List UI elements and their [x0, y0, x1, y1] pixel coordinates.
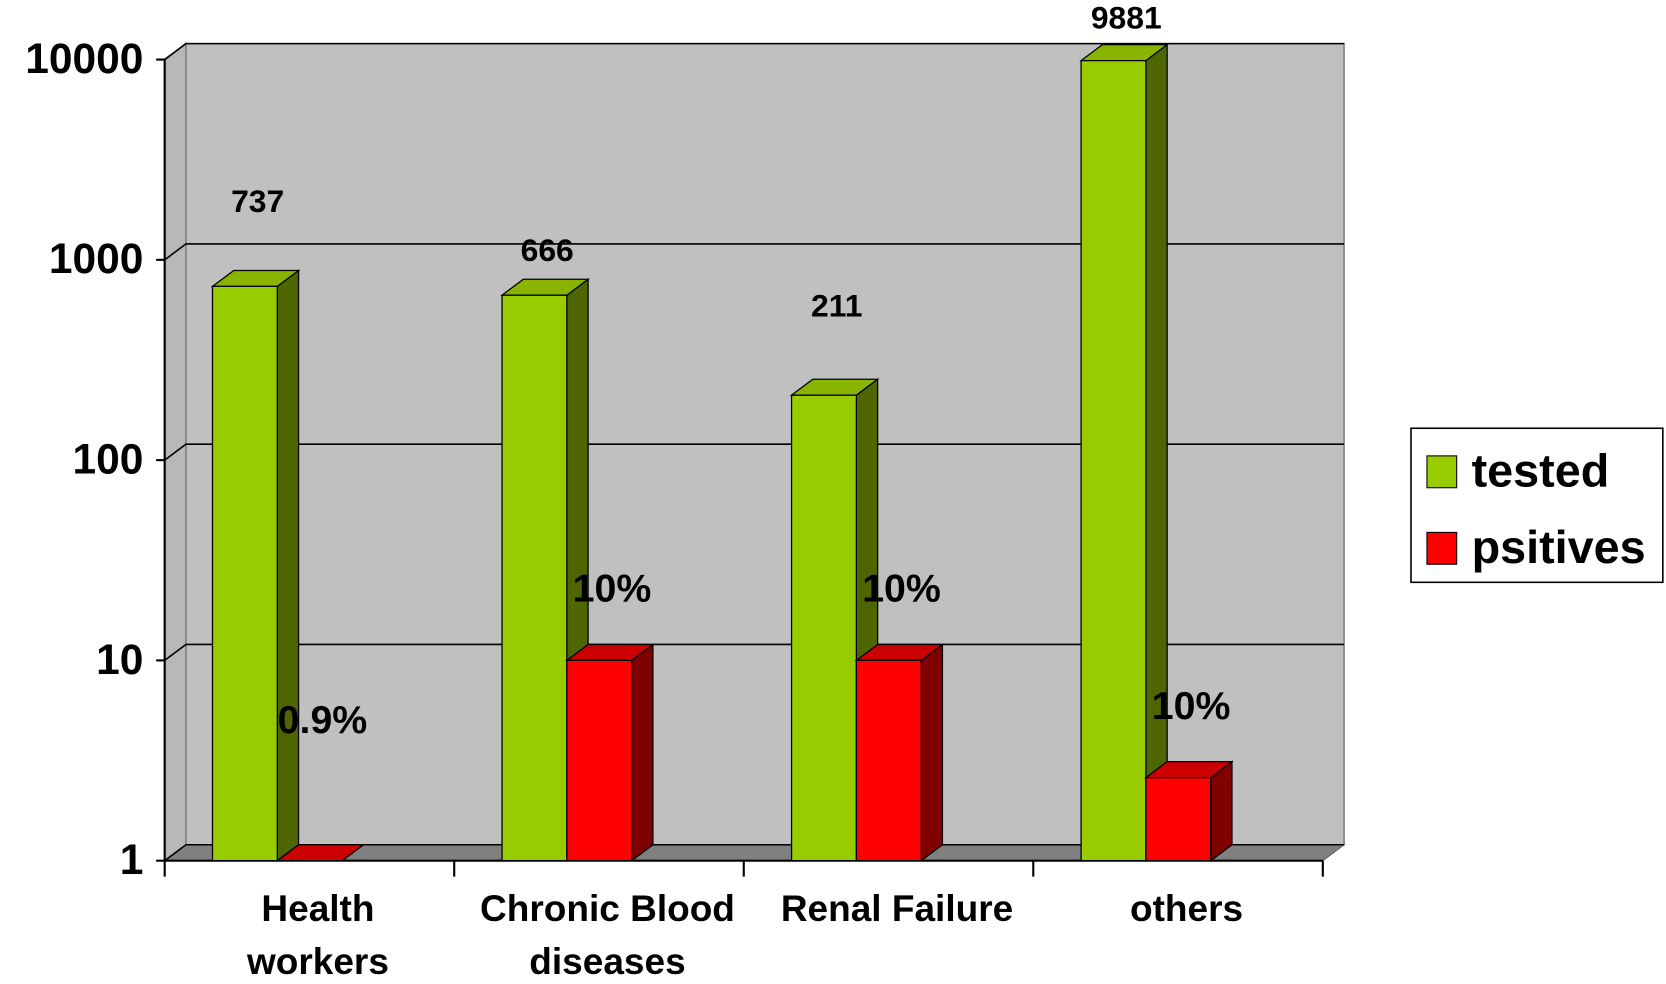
bar-front	[211, 285, 278, 862]
value-label: 211	[811, 287, 862, 323]
y-tick-label: 100	[73, 436, 144, 483]
x-tick-label: Health workers	[246, 887, 389, 982]
bar	[275, 844, 366, 862]
x-tick-label: Chronic Blood diseases	[480, 887, 735, 982]
x-tick-label: Renal Failure	[780, 887, 1014, 929]
bar-front	[566, 659, 633, 862]
bar-front	[1080, 59, 1147, 862]
bar	[1143, 760, 1234, 862]
y-tick-label: 10	[96, 637, 143, 684]
bar	[1079, 43, 1170, 862]
bar-side	[631, 643, 654, 862]
grid-line	[164, 243, 1345, 261]
bar	[854, 643, 945, 862]
legend-swatch	[1426, 455, 1458, 489]
annotation: 10%	[573, 567, 652, 611]
bar-side	[920, 643, 944, 862]
bar	[564, 643, 655, 862]
grid-line	[164, 843, 1345, 862]
grid-line	[164, 443, 1345, 461]
legend-label: tested	[1472, 444, 1610, 496]
bar-side	[276, 269, 300, 862]
x-tick-label: others	[1130, 887, 1244, 929]
annotation: 10%	[1152, 684, 1231, 728]
bar-side	[1210, 760, 1233, 862]
annotation: 10%	[862, 567, 941, 611]
legend-swatch	[1426, 531, 1458, 565]
bar-front	[790, 394, 858, 862]
legend-label: psitives	[1472, 521, 1646, 573]
value-label: 737	[231, 183, 284, 219]
bar-side	[1145, 43, 1168, 862]
grid-line	[164, 643, 1345, 662]
y-tick-label: 1000	[49, 236, 144, 283]
bar-front	[501, 294, 568, 862]
annotation: 0.9%	[278, 698, 368, 742]
bar-front	[1145, 776, 1212, 862]
grid-line	[164, 42, 1345, 61]
bar	[210, 269, 301, 862]
bar-front	[855, 659, 922, 862]
value-label: 9881	[1091, 0, 1162, 36]
value-label: 666	[521, 232, 574, 268]
y-tick-label: 10000	[25, 36, 143, 83]
y-tick-label: 1	[120, 837, 144, 884]
